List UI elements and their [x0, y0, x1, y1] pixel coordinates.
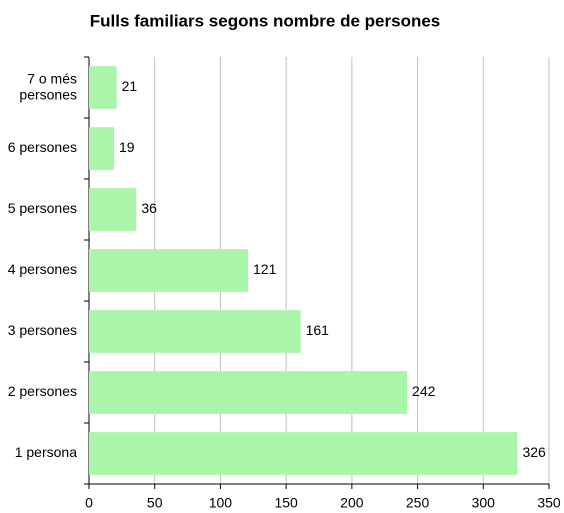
bar: [89, 249, 249, 292]
y-tick-label: 6 persones: [8, 139, 77, 155]
y-tick-label: 3 persones: [8, 322, 77, 338]
y-tick-label: 4 persones: [8, 261, 77, 277]
x-tick-label: 100: [209, 495, 233, 511]
x-tick-label: 300: [472, 495, 496, 511]
bar: [89, 127, 114, 170]
data-label: 21: [122, 78, 138, 94]
x-tick-label: 350: [537, 495, 561, 511]
data-label: 326: [522, 444, 546, 460]
data-label: 242: [412, 383, 436, 399]
y-tick-label: 7 o més persones: [19, 70, 77, 102]
x-tick-label: 50: [147, 495, 163, 511]
data-label: 19: [119, 139, 135, 155]
chart-title: Fulls familiars segons nombre de persone…: [90, 11, 441, 30]
x-tick-label: 150: [274, 495, 298, 511]
bar: [89, 432, 518, 475]
x-tick-label: 0: [85, 495, 93, 511]
x-tick-label: 200: [340, 495, 364, 511]
y-tick-label: 2 persones: [8, 383, 77, 399]
bar: [89, 310, 301, 353]
data-label: 121: [253, 261, 277, 277]
data-label: 161: [306, 322, 330, 338]
x-tick-label: 250: [406, 495, 430, 511]
bar: [89, 66, 117, 109]
data-label: 36: [141, 200, 157, 216]
y-tick-label: 1 persona: [15, 444, 77, 460]
y-tick-label: 5 persones: [8, 200, 77, 216]
bar: [89, 371, 408, 414]
bar: [89, 188, 137, 231]
